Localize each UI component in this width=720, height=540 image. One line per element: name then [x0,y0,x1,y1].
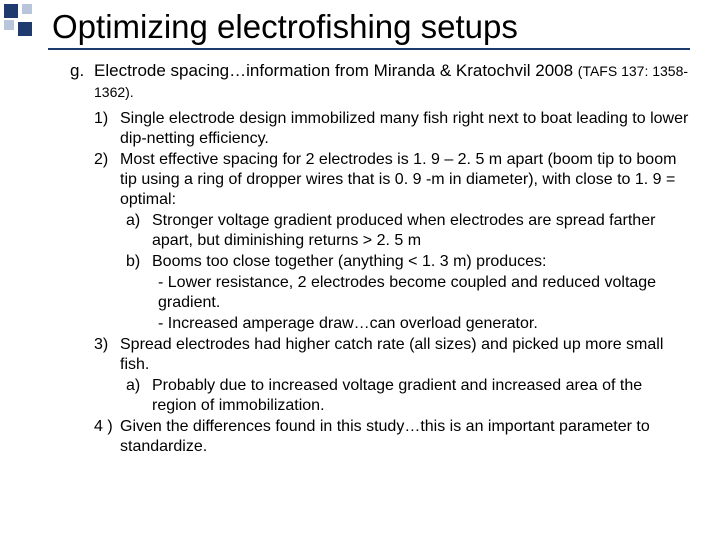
list-dashitem: - Lower resistance, 2 electrodes become … [158,273,690,313]
slide-title: Optimizing electrofishing setups [48,8,690,50]
list-dashitem: - Increased amperage draw…can overload g… [158,314,690,334]
list-subitem: a) Stronger voltage gradient produced wh… [126,211,690,251]
slide-content: Optimizing electrofishing setups g. Elec… [0,0,720,468]
corner-decoration [0,0,40,40]
slide-body: g. Electrode spacing…information from Mi… [48,60,690,457]
list-item: 2) Most effective spacing for 2 electrod… [94,150,690,210]
list-subitem: b) Booms too close together (anything < … [126,252,690,272]
section-letter: g. [70,60,94,103]
list-item: 1) Single electrode design immobilized m… [94,109,690,149]
section-text: Electrode spacing…information from Miran… [94,60,690,103]
section-g: g. Electrode spacing…information from Mi… [70,60,690,103]
list-subitem: a) Probably due to increased voltage gra… [126,376,690,416]
list-item: 4 ) Given the differences found in this … [94,417,690,457]
list-item: 3) Spread electrodes had higher catch ra… [94,335,690,375]
